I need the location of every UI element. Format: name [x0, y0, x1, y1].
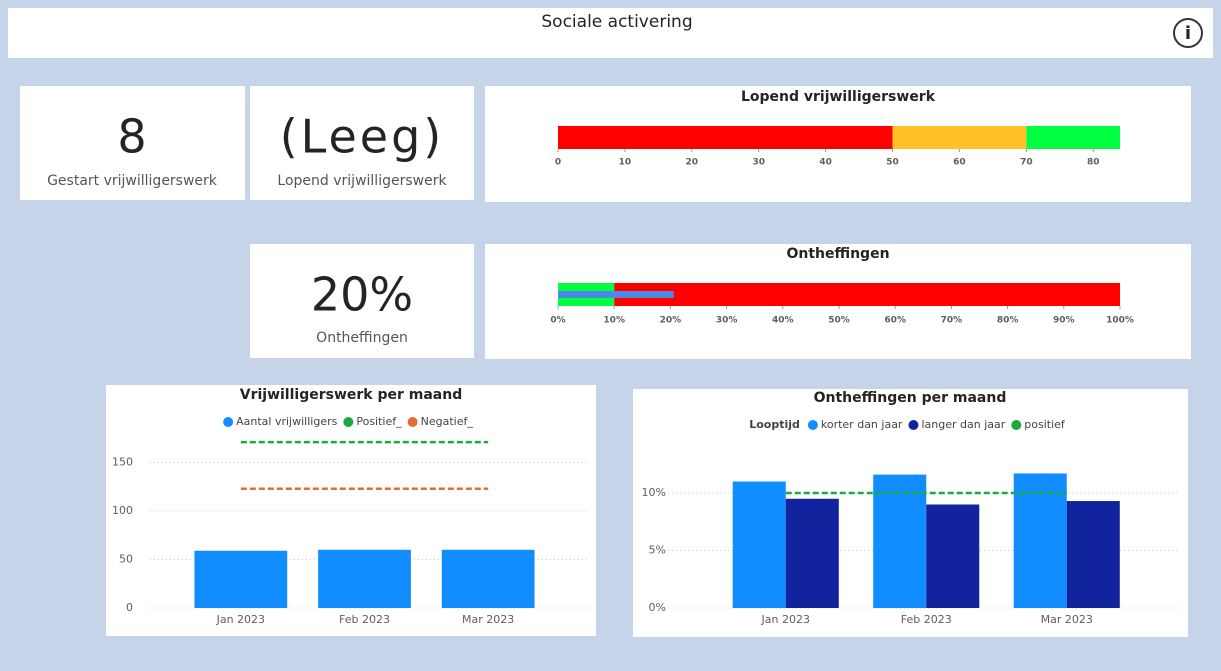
gauge-value: [558, 291, 674, 298]
card-value: 8: [117, 110, 146, 164]
legend-marker: [908, 420, 919, 430]
y-tick-label: 10%: [642, 486, 666, 499]
legend-marker: [407, 417, 418, 427]
chart-title: Lopend vrijwilligerswerk: [741, 89, 936, 105]
legend-label: Aantal vrijwilligers: [236, 415, 337, 428]
x-tick-label: 80: [1087, 158, 1100, 168]
bar: [732, 481, 786, 608]
x-tick-label: 70: [1020, 158, 1033, 168]
card: [250, 86, 474, 200]
page-title: Sociale activering: [541, 12, 692, 32]
y-tick-label: 0%: [649, 601, 666, 614]
y-tick-label: 5%: [649, 544, 666, 557]
info-button[interactable]: [1173, 18, 1203, 48]
x-tick-label: Jan 2023: [761, 613, 810, 626]
legend-label: langer dan jaar: [921, 418, 1005, 431]
x-tick-label: 40: [819, 158, 832, 168]
x-tick-label: 70%: [941, 316, 963, 326]
x-tick-label: Jan 2023: [216, 613, 265, 626]
card-value: (Leeg): [280, 110, 445, 164]
bar: [1013, 473, 1067, 608]
bar: [785, 498, 839, 608]
y-tick-label: 100: [112, 504, 133, 517]
x-tick-label: 60: [953, 158, 966, 168]
x-tick-label: 10: [619, 158, 632, 168]
card: [250, 244, 474, 358]
x-tick-label: Mar 2023: [1041, 613, 1093, 626]
bar: [318, 549, 411, 608]
x-tick-label: 50: [886, 158, 899, 168]
chart-title: Ontheffingen per maand: [814, 390, 1007, 406]
card-label: Ontheffingen: [316, 330, 408, 346]
card: [20, 86, 245, 200]
x-tick-label: 100%: [1106, 316, 1134, 326]
info-icon: i: [1185, 23, 1191, 44]
legend-marker: [1011, 420, 1022, 430]
x-tick-label: 20: [686, 158, 699, 168]
legend-marker: [343, 417, 354, 427]
gauge-segment: [614, 283, 1120, 306]
x-tick-label: 0: [555, 158, 561, 168]
y-tick-label: 50: [119, 553, 133, 566]
legend-label: Positief_: [356, 415, 402, 428]
chart-title: Ontheffingen: [786, 246, 889, 262]
gauge-segment: [1026, 126, 1120, 149]
x-tick-label: Feb 2023: [901, 613, 952, 626]
card-label: Lopend vrijwilligerswerk: [277, 173, 447, 189]
card-label: Gestart vrijwilligerswerk: [47, 173, 218, 189]
bar: [194, 550, 288, 608]
x-tick-label: 50%: [828, 316, 850, 326]
legend-label: korter dan jaar: [821, 418, 903, 431]
x-tick-label: 60%: [884, 316, 906, 326]
header-bar: [8, 8, 1213, 58]
gauge-segment: [892, 126, 1027, 149]
x-tick-label: 30%: [716, 316, 738, 326]
legend-title: Looptijd: [749, 418, 800, 431]
legend-marker: [223, 417, 234, 427]
x-tick-label: 10%: [603, 316, 625, 326]
y-tick-label: 150: [112, 456, 133, 469]
card-value: 20%: [311, 268, 413, 322]
legend-label: positief: [1024, 418, 1066, 431]
x-tick-label: 90%: [1053, 316, 1075, 326]
gauge-segment: [558, 126, 893, 149]
bar: [873, 474, 927, 608]
legend-label: Negatief_: [421, 415, 474, 428]
x-tick-label: 30: [752, 158, 765, 168]
y-tick-label: 0: [126, 601, 133, 614]
x-tick-label: 20%: [660, 316, 682, 326]
bar: [1066, 501, 1120, 608]
x-tick-label: Feb 2023: [339, 613, 390, 626]
x-tick-label: 0%: [550, 316, 565, 326]
x-tick-label: Mar 2023: [462, 613, 514, 626]
chart-title: Vrijwilligerswerk per maand: [240, 387, 463, 403]
bar: [441, 549, 535, 608]
x-tick-label: 40%: [772, 316, 794, 326]
x-tick-label: 80%: [997, 316, 1019, 326]
bar: [926, 504, 980, 608]
legend-marker: [807, 420, 818, 430]
